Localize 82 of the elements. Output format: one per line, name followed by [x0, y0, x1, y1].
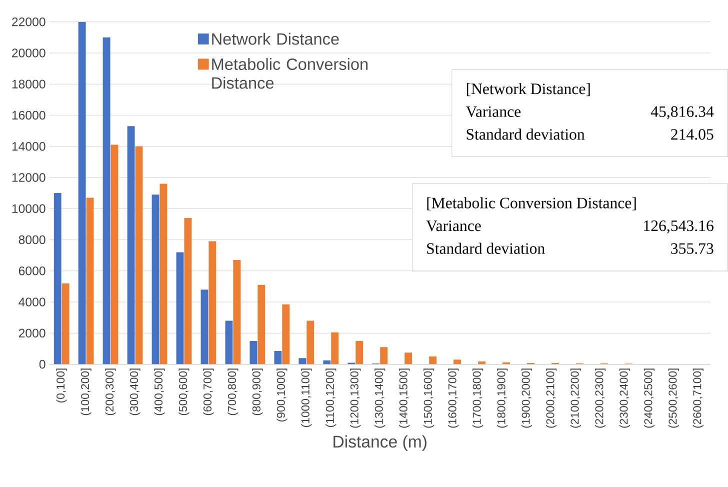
- bar: [258, 284, 266, 364]
- annotation: 355.73: [671, 243, 714, 254]
- bar: [282, 304, 290, 364]
- bar: [152, 194, 160, 364]
- bar: [127, 126, 135, 364]
- bar: [478, 361, 486, 364]
- x-tick-label: (2400,2500]: [644, 368, 654, 428]
- bar: [298, 358, 306, 364]
- bar: [102, 37, 110, 364]
- y-tick-label: 14000: [12, 142, 46, 151]
- bar: [331, 332, 339, 364]
- bar: [110, 144, 118, 364]
- bar: [380, 346, 388, 364]
- bar: [225, 320, 233, 364]
- x-tick-label: (600,700]: [203, 368, 214, 415]
- x-axis-title: Distance (m): [334, 435, 426, 451]
- annotation: 126,543.16: [644, 220, 714, 234]
- bar: [233, 260, 241, 364]
- x-tick-label: (2500,2600]: [668, 368, 679, 428]
- annotation: 214.05: [671, 128, 714, 140]
- bar: [356, 340, 364, 364]
- x-tick-label: (1900,2000]: [521, 368, 532, 428]
- x-tick-label: (2000,2100]: [546, 368, 557, 428]
- x-tick-label: (400,500]: [154, 368, 165, 415]
- x-tick-label: (2200,2300]: [594, 368, 606, 428]
- annotation: Standard deviation: [466, 128, 585, 140]
- x-tick-label: (500,600]: [178, 368, 190, 415]
- x-tick-label: (900,1000]: [276, 368, 288, 422]
- annotation: Variance: [426, 220, 481, 232]
- x-tick-label: (1700,1800]: [472, 368, 484, 428]
- x-tick-label: (1200,1300]: [350, 368, 361, 428]
- annotation: Standard deviation: [427, 242, 545, 254]
- bar: [54, 192, 62, 364]
- bar: [250, 340, 258, 364]
- y-tick-label: 4000: [18, 297, 46, 306]
- legend-label: Metabolic Conversion Distance: [212, 58, 368, 89]
- bar: [306, 320, 314, 364]
- annotation: 45,816.34: [650, 106, 714, 120]
- bar: [160, 184, 168, 364]
- y-tick-label: 0: [39, 360, 46, 368]
- x-tick-label: (200,300]: [105, 368, 116, 415]
- x-tick-label: (800,900]: [252, 368, 263, 415]
- bar: [323, 360, 331, 364]
- bar: [200, 289, 208, 364]
- x-tick-label: (1100,1200]: [326, 368, 336, 427]
- bar: [86, 198, 94, 364]
- y-tick-label: 16000: [12, 110, 46, 120]
- y-tick-label: 20000: [12, 48, 46, 58]
- legend-label: Network Distance: [212, 32, 339, 45]
- y-tick-label: 22000: [12, 17, 46, 26]
- x-tick-label: (2100,2200]: [570, 368, 582, 428]
- y-tick-label: 12000: [12, 172, 46, 182]
- bar: [176, 252, 184, 364]
- x-tick-label: (100,200]: [80, 368, 92, 415]
- annotation: Variance: [466, 106, 521, 117]
- annotation: [Network Distance]: [466, 82, 590, 96]
- bar: [454, 359, 462, 364]
- x-tick-label: (1600,1700]: [448, 368, 459, 428]
- x-tick-label: (700,800]: [228, 368, 238, 415]
- bar: [62, 283, 70, 364]
- x-tick-label: (2300,2400]: [619, 368, 630, 428]
- bar: [208, 241, 216, 364]
- x-tick-label: (1400,1500]: [399, 368, 410, 428]
- x-tick-label: (2600,7100]: [692, 368, 704, 428]
- x-tick-label: (1000,1100]: [301, 368, 312, 427]
- annotation: [Metabolic Conversion Distance]: [427, 197, 636, 210]
- bar: [135, 146, 143, 364]
- x-tick-label: (1800,1900]: [496, 368, 508, 428]
- bar: [274, 350, 282, 364]
- y-tick-label: 18000: [12, 80, 46, 88]
- y-tick-label: 6000: [18, 266, 46, 276]
- bar: [404, 352, 412, 364]
- x-tick-label: (1500,1600]: [424, 368, 434, 428]
- y-tick-label: 2000: [18, 328, 46, 338]
- y-tick-label: 10000: [12, 204, 46, 213]
- x-tick-label: (300,400]: [130, 368, 140, 415]
- bar: [184, 218, 192, 364]
- x-tick-label: (0,100]: [56, 368, 67, 402]
- bar: [78, 22, 86, 364]
- bar: [429, 356, 437, 364]
- y-tick-label: 8000: [18, 235, 46, 244]
- x-tick-label: (1300,1400]: [374, 368, 386, 428]
